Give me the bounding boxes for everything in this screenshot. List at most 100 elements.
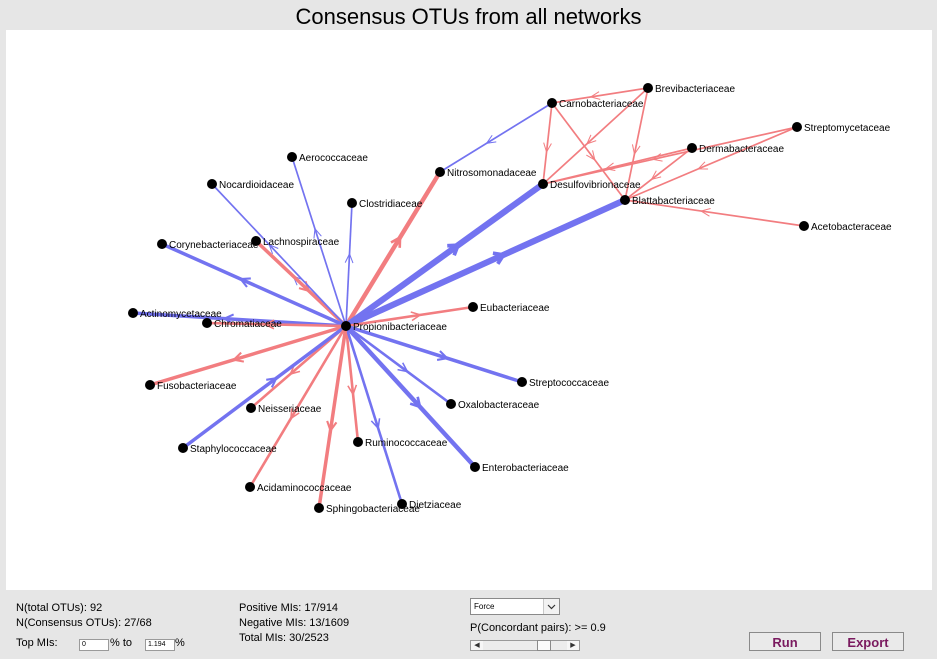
- edge-arrow-icon: [631, 144, 641, 156]
- node-neisseriaceae[interactable]: Neisseriaceae: [246, 403, 322, 415]
- edge-arrow-icon: [288, 364, 301, 376]
- node-fusobacteriaceae[interactable]: Fusobacteriaceae: [145, 380, 237, 392]
- node-desulfovibrionaceae[interactable]: Desulfovibrionaceae: [538, 179, 641, 191]
- node-dietziaceae[interactable]: Dietziaceae: [397, 499, 462, 511]
- node-oxalobacteraceae[interactable]: Oxalobacteraceae: [446, 399, 540, 411]
- node-streptomycetaceae[interactable]: Streptomycetaceae: [792, 122, 891, 134]
- node-marker-corynebacteriaceae[interactable]: [157, 239, 167, 249]
- node-label-enterobacteriaceae: Enterobacteriaceae: [482, 463, 569, 474]
- node-marker-brevibacteriaceae[interactable]: [643, 83, 653, 93]
- edge-propionibacteriaceae-aerococcaceae: [291, 156, 347, 327]
- edge-arrow-icon: [492, 251, 507, 265]
- edge-arrow-icon: [604, 162, 616, 172]
- node-marker-sphingobacteriaceae[interactable]: [314, 503, 324, 513]
- node-marker-acetobacteraceae[interactable]: [799, 221, 809, 231]
- node-marker-streptococcaceae[interactable]: [517, 377, 527, 387]
- network-canvas[interactable]: Propionibacteriaceae Brevibacteriaceae Car…: [6, 30, 932, 590]
- edge-arrow-icon: [268, 243, 279, 255]
- node-propionibacteriaceae[interactable]: Propionibacteriaceae: [341, 321, 447, 333]
- negative-mis-text: Negative MIs: 13/1609: [239, 617, 350, 629]
- node-label-sphingobacteriaceae: Sphingobacteriaceae: [326, 504, 420, 515]
- edge-brevibacteriaceae-desulfovibrionaceae: [542, 87, 649, 185]
- node-marker-acidaminococcaceae[interactable]: [245, 482, 255, 492]
- node-marker-staphylococcaceae[interactable]: [178, 443, 188, 453]
- node-marker-blattabacteriaceae[interactable]: [620, 195, 630, 205]
- edge-propionibacteriaceae-dietziaceae: [344, 325, 404, 505]
- node-blattabacteriaceae[interactable]: Blattabacteriaceae: [620, 195, 715, 207]
- edge-arrow-icon: [650, 170, 662, 181]
- node-marker-aerococcaceae[interactable]: [287, 152, 297, 162]
- node-carnobacteriaceae[interactable]: Carnobacteriaceae: [547, 98, 644, 110]
- node-dermabacteraceae[interactable]: Dermabacteraceae: [687, 143, 784, 155]
- run-button[interactable]: Run: [749, 632, 821, 651]
- edge-propionibacteriaceae-eubacteriaceae: [345, 305, 474, 328]
- edge-arrow-icon: [266, 376, 279, 388]
- node-nocardioidaceae[interactable]: Nocardioidaceae: [207, 179, 294, 191]
- top-mis-label: Top MIs:: [16, 637, 58, 649]
- node-corynebacteriaceae[interactable]: Corynebacteriaceae: [157, 239, 259, 251]
- edge-arrow-icon: [699, 207, 711, 217]
- node-actinomycetaceae[interactable]: Actinomycetaceae: [128, 308, 222, 320]
- node-marker-fusobacteriaceae[interactable]: [145, 380, 155, 390]
- edge-propionibacteriaceae-nitrosomonadaceae: [344, 170, 442, 328]
- node-marker-neisseriaceae[interactable]: [246, 403, 256, 413]
- edge-arrow-icon: [326, 420, 338, 433]
- concordant-slider[interactable]: ◀ ▶: [470, 640, 580, 651]
- node-label-clostridiaceae: Clostridiaceae: [359, 199, 423, 210]
- chevron-down-icon[interactable]: [543, 599, 559, 614]
- node-marker-nocardioidaceae[interactable]: [207, 179, 217, 189]
- edge-arrow-icon: [447, 243, 461, 256]
- export-button[interactable]: Export: [832, 632, 904, 651]
- node-marker-lachnospiraceae[interactable]: [251, 236, 261, 246]
- node-marker-propionibacteriaceae[interactable]: [341, 321, 351, 331]
- node-marker-actinomycetaceae[interactable]: [128, 308, 138, 318]
- node-marker-dietziaceae[interactable]: [397, 499, 407, 509]
- node-sphingobacteriaceae[interactable]: Sphingobacteriaceae: [314, 503, 420, 515]
- top-mis-from-input[interactable]: 0: [79, 639, 109, 651]
- node-marker-nitrosomonadaceae[interactable]: [435, 167, 445, 177]
- node-marker-desulfovibrionaceae[interactable]: [538, 179, 548, 189]
- node-acidaminococcaceae[interactable]: Acidaminococcaceae: [245, 482, 352, 494]
- node-marker-oxalobacteraceae[interactable]: [446, 399, 456, 409]
- node-brevibacteriaceae[interactable]: Brevibacteriaceae: [643, 83, 735, 95]
- layout-select[interactable]: Force: [470, 598, 560, 615]
- node-streptococcaceae[interactable]: Streptococcaceae: [517, 377, 609, 389]
- edge-propionibacteriaceae-clostridiaceae: [345, 202, 353, 327]
- node-ruminococcaceae[interactable]: Ruminococcaceae: [353, 437, 448, 449]
- slider-left-arrow-icon[interactable]: ◀: [471, 641, 483, 650]
- node-marker-ruminococcaceae[interactable]: [353, 437, 363, 447]
- node-staphylococcaceae[interactable]: Staphylococcaceae: [178, 443, 277, 455]
- node-enterobacteriaceae[interactable]: Enterobacteriaceae: [470, 462, 569, 474]
- node-marker-eubacteriaceae[interactable]: [468, 302, 478, 312]
- node-acetobacteraceae[interactable]: Acetobacteraceae: [799, 221, 892, 233]
- node-label-eubacteriaceae: Eubacteriaceae: [480, 303, 550, 314]
- edge-acetobacteraceae-blattabacteriaceae: [624, 199, 805, 227]
- slider-right-arrow-icon[interactable]: ▶: [567, 641, 579, 650]
- top-mis-to-input[interactable]: 1.194: [145, 639, 175, 651]
- node-marker-enterobacteriaceae[interactable]: [470, 462, 480, 472]
- node-label-blattabacteriaceae: Blattabacteriaceae: [632, 196, 715, 207]
- total-otus-text: N(total OTUs): 92: [16, 602, 103, 614]
- edge-brevibacteriaceae-carnobacteriaceae: [551, 87, 649, 104]
- node-eubacteriaceae[interactable]: Eubacteriaceae: [468, 302, 550, 314]
- node-label-dietziaceae: Dietziaceae: [409, 500, 462, 511]
- edge-arrow-icon: [313, 227, 322, 239]
- node-marker-streptomycetaceae[interactable]: [792, 122, 802, 132]
- edge-propionibacteriaceae-nocardioidaceae: [211, 183, 347, 327]
- node-nitrosomonadaceae[interactable]: Nitrosomonadaceae: [435, 167, 537, 179]
- node-label-streptomycetaceae: Streptomycetaceae: [804, 123, 891, 134]
- node-marker-carnobacteriaceae[interactable]: [547, 98, 557, 108]
- edge-lachnospiraceae-propionibacteriaceae: [254, 239, 348, 328]
- node-marker-dermabacteraceae[interactable]: [687, 143, 697, 153]
- network-graph[interactable]: Propionibacteriaceae Brevibacteriaceae Car…: [6, 30, 932, 590]
- edge-arrow-icon: [436, 350, 450, 361]
- node-lachnospiraceae[interactable]: Lachnospiraceae: [251, 236, 340, 248]
- node-clostridiaceae[interactable]: Clostridiaceae: [347, 198, 423, 210]
- edge-arrow-icon: [409, 396, 422, 409]
- node-aerococcaceae[interactable]: Aerococcaceae: [287, 152, 368, 164]
- node-marker-clostridiaceae[interactable]: [347, 198, 357, 208]
- node-chromatiaceae[interactable]: Chromatiaceae: [202, 318, 282, 330]
- slider-thumb[interactable]: [537, 640, 551, 651]
- edge-propionibacteriaceae-oxalobacteraceae: [345, 324, 452, 406]
- node-marker-chromatiaceae[interactable]: [202, 318, 212, 328]
